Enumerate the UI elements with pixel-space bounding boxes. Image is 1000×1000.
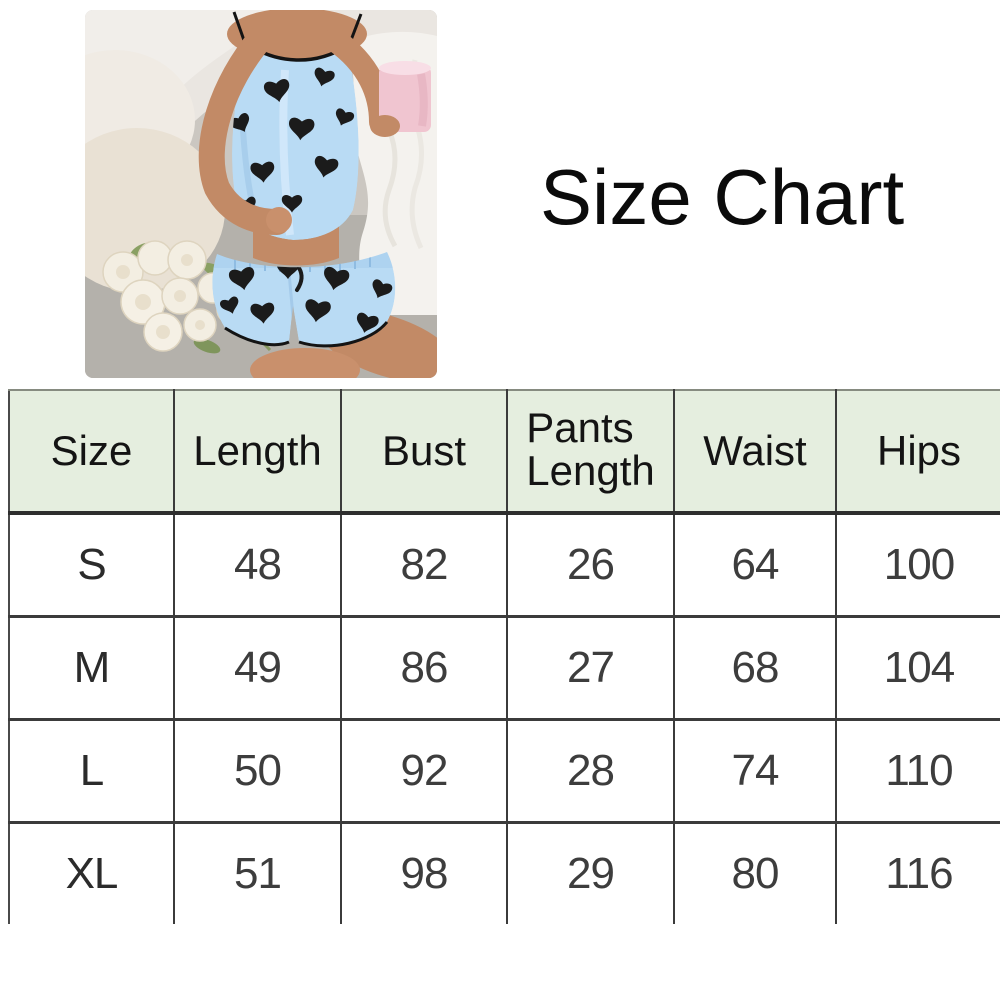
value-cell: 74 [673, 718, 837, 824]
size-label-cell: XL [8, 821, 175, 924]
table-row-l: L 50 92 28 74 110 [8, 718, 1000, 824]
value-cell: 82 [340, 512, 508, 618]
value-cell: 80 [673, 821, 837, 924]
size-chart-table: Size Length Bust Pants Length Waist Hips… [8, 389, 1000, 924]
value-cell: 29 [506, 821, 675, 924]
table-row-s: S 48 82 26 64 100 [8, 512, 1000, 618]
size-label-cell: S [8, 512, 175, 618]
shorts-hem-piping [224, 326, 290, 347]
value-cell: 86 [340, 615, 508, 721]
value-cell: 64 [673, 512, 837, 618]
column-header-pants-length: Pants Length [506, 389, 675, 515]
product-photo [85, 10, 437, 378]
hand-on-mug [370, 115, 400, 137]
value-cell: 104 [835, 615, 1000, 721]
table-row-m: M 49 86 27 68 104 [8, 615, 1000, 721]
column-header-hips: Hips [835, 389, 1000, 515]
value-cell: 50 [173, 718, 342, 824]
value-cell: 110 [835, 718, 1000, 824]
column-header-size: Size [8, 389, 175, 515]
size-label-cell: M [8, 615, 175, 721]
value-cell: 68 [673, 615, 837, 721]
table-header-row: Size Length Bust Pants Length Waist Hips [8, 389, 1000, 515]
value-cell: 92 [340, 718, 508, 824]
value-cell: 28 [506, 718, 675, 824]
size-chart-title: Size Chart [540, 153, 905, 241]
column-header-length: Length [173, 389, 342, 515]
value-cell: 48 [173, 512, 342, 618]
column-header-waist: Waist [673, 389, 837, 515]
value-cell: 49 [173, 615, 342, 721]
value-cell: 98 [340, 821, 508, 924]
product-photo-illustration [85, 10, 437, 378]
value-cell: 27 [506, 615, 675, 721]
shorts-hem-piping [298, 321, 389, 348]
value-cell: 26 [506, 512, 675, 618]
value-cell: 116 [835, 821, 1000, 924]
value-cell: 51 [173, 821, 342, 924]
pink-mug [370, 61, 431, 137]
column-header-bust: Bust [340, 389, 508, 515]
value-cell: 100 [835, 512, 1000, 618]
size-label-cell: L [8, 718, 175, 824]
table-row-xl: XL 51 98 29 80 116 [8, 821, 1000, 924]
